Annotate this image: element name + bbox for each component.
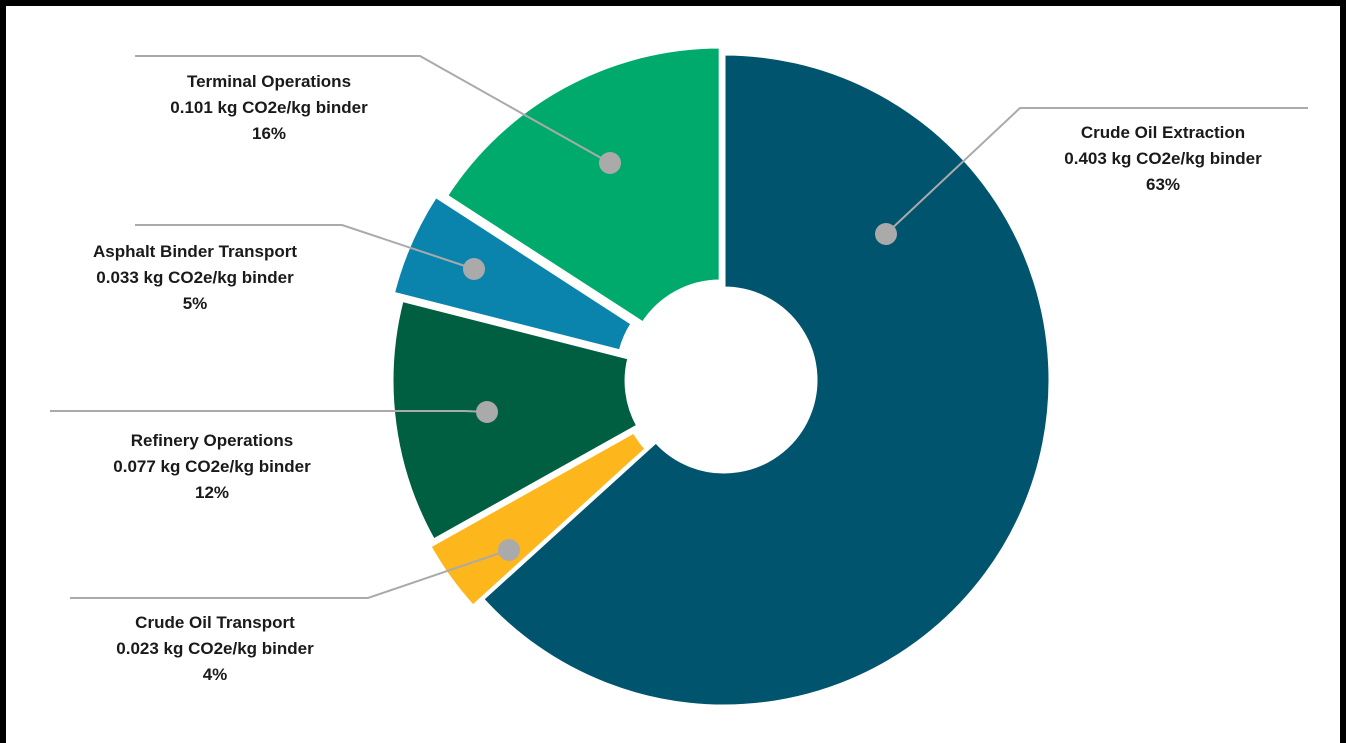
slice-label: Terminal Operations	[187, 72, 351, 91]
slices-group	[390, 45, 1052, 708]
leader-line-2	[70, 549, 510, 599]
slice-percent-label: 63%	[1146, 175, 1180, 194]
leader-dot-1	[875, 223, 897, 245]
slice-percent-label: 12%	[195, 483, 229, 502]
slice-value-label: 0.403 kg CO2e/kg binder	[1064, 149, 1262, 168]
slice-value-label: 0.023 kg CO2e/kg binder	[116, 639, 314, 658]
leader-lines-group	[50, 55, 1308, 599]
labels-group: Crude Oil Extraction 0.403 kg CO2e/kg bin…	[93, 72, 1262, 684]
leader-line-4	[135, 224, 475, 270]
leader-line-3	[50, 410, 488, 413]
slice-label: Asphalt Binder Transport	[93, 242, 297, 261]
leader-dot-4	[463, 258, 485, 280]
slice-percent-label: 16%	[252, 124, 286, 143]
leader-line-1	[885, 107, 1308, 235]
slice-label: Crude Oil Transport	[135, 613, 295, 632]
slice-label: Crude Oil Extraction	[1081, 123, 1245, 142]
leader-line-5	[135, 55, 611, 164]
slice-refinery-operations	[390, 298, 640, 543]
slice-crude-oil-transport	[427, 429, 649, 609]
slice-terminal-operations	[444, 45, 722, 326]
slice-value-label: 0.077 kg CO2e/kg binder	[113, 457, 311, 476]
slice-asphalt-binder-transport	[391, 194, 635, 353]
slice-value-label: 0.033 kg CO2e/kg binder	[96, 268, 294, 287]
leader-dot-5	[599, 152, 621, 174]
slice-value-label: 0.101 kg CO2e/kg binder	[170, 98, 368, 117]
leader-dot-2	[498, 539, 520, 561]
leader-dot-3	[476, 401, 498, 423]
slice-crude-oil-extraction	[480, 52, 1052, 708]
slice-percent-label: 4%	[203, 665, 228, 684]
slice-label: Refinery Operations	[131, 431, 294, 450]
slice-percent-label: 5%	[183, 294, 208, 313]
